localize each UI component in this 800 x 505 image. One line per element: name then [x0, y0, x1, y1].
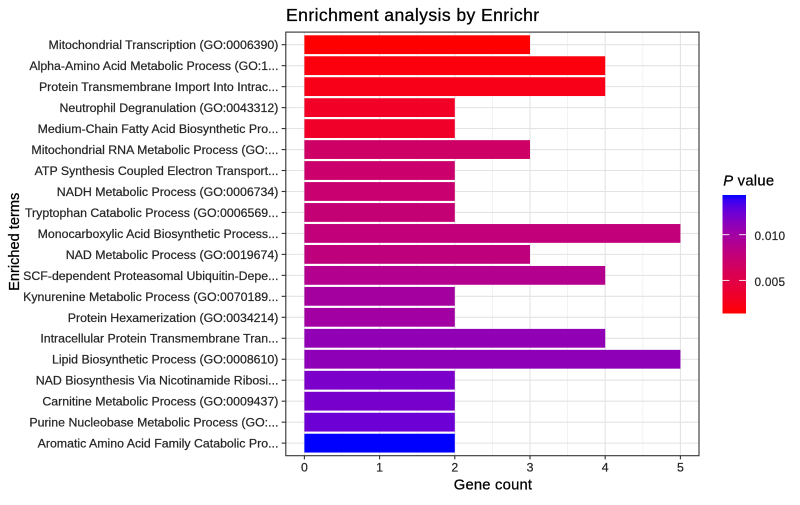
svg-text:P value: P value — [723, 174, 774, 190]
svg-text:ATP Synthesis Coupled Electron: ATP Synthesis Coupled Electron Transport… — [35, 164, 279, 178]
svg-text:1: 1 — [376, 460, 383, 474]
svg-text:Neutrophil Degranulation (GO:0: Neutrophil Degranulation (GO:0043312) — [60, 101, 279, 115]
svg-text:Carnitine Metabolic Process (G: Carnitine Metabolic Process (GO:0009437) — [42, 395, 278, 409]
svg-text:Protein Hexamerization (GO:003: Protein Hexamerization (GO:0034214) — [68, 311, 279, 325]
svg-text:Monocarboxylic Acid Biosynthet: Monocarboxylic Acid Biosynthetic Process… — [38, 227, 279, 241]
svg-text:Lipid Biosynthetic Process (GO: Lipid Biosynthetic Process (GO:0008610) — [52, 353, 278, 367]
svg-text:4: 4 — [602, 460, 609, 474]
svg-text:Kynurenine Metabolic Process (: Kynurenine Metabolic Process (GO:0070189… — [23, 290, 278, 304]
svg-text:NAD Biosynthesis Via Nicotinam: NAD Biosynthesis Via Nicotinamide Ribosi… — [36, 374, 279, 388]
svg-text:Gene count: Gene count — [454, 477, 533, 493]
svg-text:5: 5 — [677, 460, 684, 474]
svg-text:Mitochondrial RNA Metabolic Pr: Mitochondrial RNA Metabolic Process (GO:… — [31, 143, 278, 157]
svg-text:2: 2 — [451, 460, 458, 474]
svg-text:SCF-dependent Proteasomal Ubiq: SCF-dependent Proteasomal Ubiquitin-Depe… — [23, 269, 278, 283]
svg-text:Alpha-Amino Acid Metabolic Pro: Alpha-Amino Acid Metabolic Process (GO:1… — [29, 59, 278, 73]
svg-text:Tryptophan Catabolic Process (: Tryptophan Catabolic Process (GO:0006569… — [25, 206, 278, 220]
svg-text:Aromatic Amino Acid Family Cat: Aromatic Amino Acid Family Catabolic Pro… — [38, 437, 279, 451]
svg-text:Enrichment analysis by Enrichr: Enrichment analysis by Enrichr — [286, 5, 540, 25]
svg-text:0: 0 — [301, 460, 308, 474]
svg-text:Medium-Chain Fatty Acid Biosyn: Medium-Chain Fatty Acid Biosynthetic Pro… — [38, 122, 279, 136]
svg-text:Intracellular Protein Transmem: Intracellular Protein Transmembrane Tran… — [40, 332, 278, 346]
svg-text:Protein Transmembrane Import I: Protein Transmembrane Import Into Intrac… — [39, 80, 278, 94]
svg-text:Purine Nucleobase Metabolic Pr: Purine Nucleobase Metabolic Process (GO:… — [29, 416, 278, 430]
svg-text:3: 3 — [527, 460, 534, 474]
svg-text:NADH Metabolic Process (GO:000: NADH Metabolic Process (GO:0006734) — [57, 185, 279, 199]
svg-text:Mitochondrial Transcription (G: Mitochondrial Transcription (GO:0006390) — [49, 38, 279, 52]
svg-text:NAD Metabolic Process (GO:0019: NAD Metabolic Process (GO:0019674) — [66, 248, 279, 262]
svg-text:0.005: 0.005 — [755, 275, 786, 289]
svg-text:0.010: 0.010 — [755, 229, 786, 243]
svg-text:Enriched terms: Enriched terms — [7, 193, 23, 291]
